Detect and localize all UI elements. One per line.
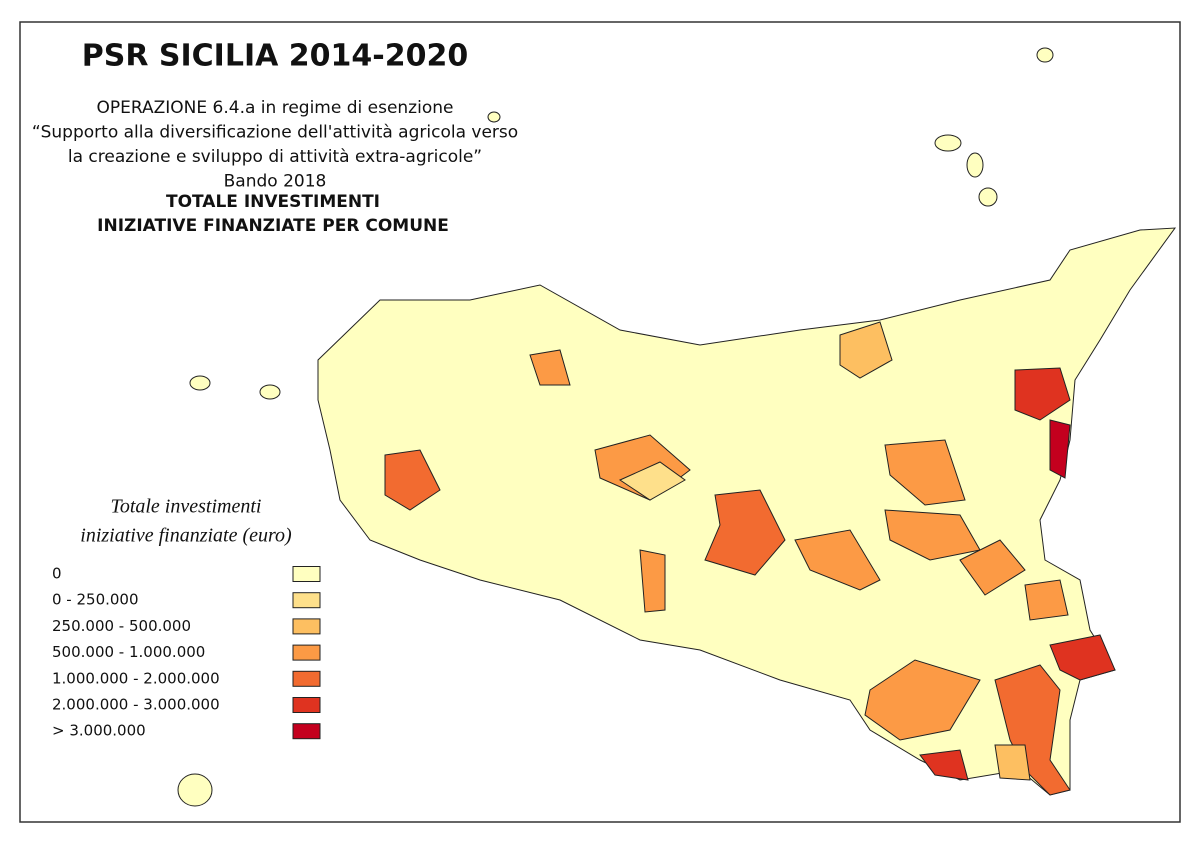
- legend-swatch: [292, 644, 321, 661]
- legend-label: 1.000.000 - 2.000.000: [52, 669, 220, 687]
- legend-swatch: [292, 697, 321, 713]
- legend-label: 0 - 250.000: [52, 591, 139, 609]
- municipality: [639, 549, 666, 613]
- legend-swatch: [292, 670, 321, 687]
- municipality: [384, 449, 441, 511]
- legend-label: > 3.000.000: [52, 722, 146, 740]
- legend-swatch: [292, 592, 321, 609]
- subtitle-bold-line: INIZIATIVE FINANZIATE PER COMUNE: [97, 216, 449, 236]
- municipality: [618, 461, 686, 501]
- legend-swatch: [292, 723, 321, 740]
- map-frame: [19, 21, 1181, 823]
- municipality: [1024, 579, 1069, 621]
- municipality: [839, 321, 893, 379]
- island: [978, 187, 998, 207]
- municipality: [1014, 367, 1071, 421]
- municipality: [794, 529, 881, 591]
- island: [189, 375, 211, 391]
- municipality: [884, 439, 966, 506]
- subtitle-line: la creazione e sviluppo di attività extr…: [68, 147, 482, 167]
- subtitle-line: OPERAZIONE 6.4.a in regime di esenzione: [97, 98, 454, 118]
- municipality: [704, 489, 786, 576]
- municipality: [994, 744, 1031, 781]
- municipality: [1049, 634, 1116, 681]
- island: [177, 773, 213, 807]
- map-title: PSR SICILIA 2014-2020: [82, 39, 468, 74]
- legend-label: 0: [52, 565, 62, 583]
- municipality: [864, 659, 981, 741]
- legend-title: Totale investimenti: [111, 496, 262, 518]
- legend: Totale investimenti iniziative finanziate…: [52, 496, 321, 740]
- legend-label: 250.000 - 500.000: [52, 617, 191, 635]
- island: [934, 134, 962, 152]
- municipality: [919, 749, 969, 781]
- legend-swatch: [292, 566, 321, 582]
- island: [966, 152, 984, 178]
- island: [1036, 47, 1054, 63]
- subtitle-bold-line: TOTALE INVESTIMENTI: [166, 192, 380, 212]
- legend-title: iniziative finanziate (euro): [80, 525, 292, 547]
- subtitle-line: “Supporto alla diversificazione dell'att…: [32, 123, 518, 143]
- island: [259, 384, 281, 400]
- sicily-map: [177, 47, 1177, 807]
- legend-swatch: [292, 618, 321, 635]
- municipality: [529, 349, 571, 386]
- municipality: [884, 509, 981, 561]
- municipality: [1049, 419, 1071, 479]
- subtitle-line: Bando 2018: [224, 172, 327, 192]
- legend-label: 500.000 - 1.000.000: [52, 643, 205, 661]
- municipality: [959, 539, 1026, 596]
- island: [487, 111, 501, 123]
- legend-label: 2.000.000 - 3.000.000: [52, 696, 220, 714]
